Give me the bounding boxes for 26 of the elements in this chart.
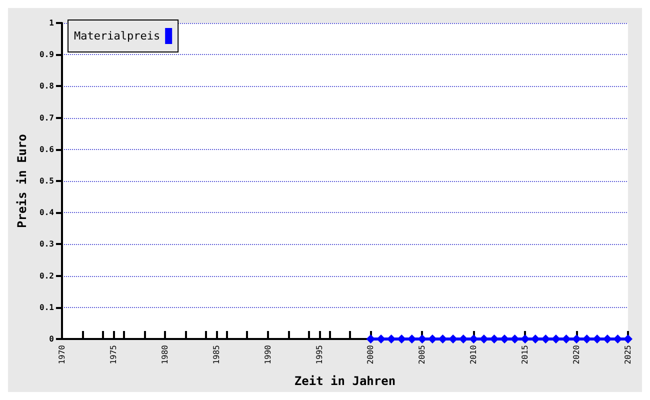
x-tick-label: 2015 xyxy=(520,344,530,364)
y-tick-label: 0.1 xyxy=(40,302,54,312)
legend-label: Materialpreis xyxy=(74,30,160,42)
x-tick-label: 1990 xyxy=(263,344,272,364)
x-tick-label: 2025 xyxy=(624,344,632,364)
x-axis-title: Zeit in Jahren xyxy=(294,374,396,388)
y-tick-label: 0.5 xyxy=(40,176,54,186)
y-tick-label: 0.6 xyxy=(40,144,54,154)
y-tick-label: 1 xyxy=(49,18,54,28)
x-tick-label: 2010 xyxy=(469,344,478,364)
x-tick-label: 1970 xyxy=(58,344,66,364)
y-tick-label: 0 xyxy=(49,334,54,344)
y-tick-label: 0.7 xyxy=(40,113,54,122)
y-tick-label: 0.3 xyxy=(40,240,54,249)
y-tick-label: 0.4 xyxy=(40,208,54,218)
x-tick-label: 1980 xyxy=(160,344,170,364)
y-axis-title: Preis in Euro xyxy=(15,134,29,228)
x-tick-label: 1995 xyxy=(314,344,324,364)
y-tick-label: 0.9 xyxy=(40,50,54,60)
y-tick-label: 0.2 xyxy=(40,271,54,280)
x-tick-label: 1985 xyxy=(212,344,221,364)
x-tick-label: 2005 xyxy=(418,344,427,364)
x-tick-label: 2020 xyxy=(572,344,582,364)
x-tick-label: 2000 xyxy=(366,344,376,364)
x-tick-label: 1975 xyxy=(108,344,118,364)
y-tick-label: 0.8 xyxy=(40,82,54,91)
